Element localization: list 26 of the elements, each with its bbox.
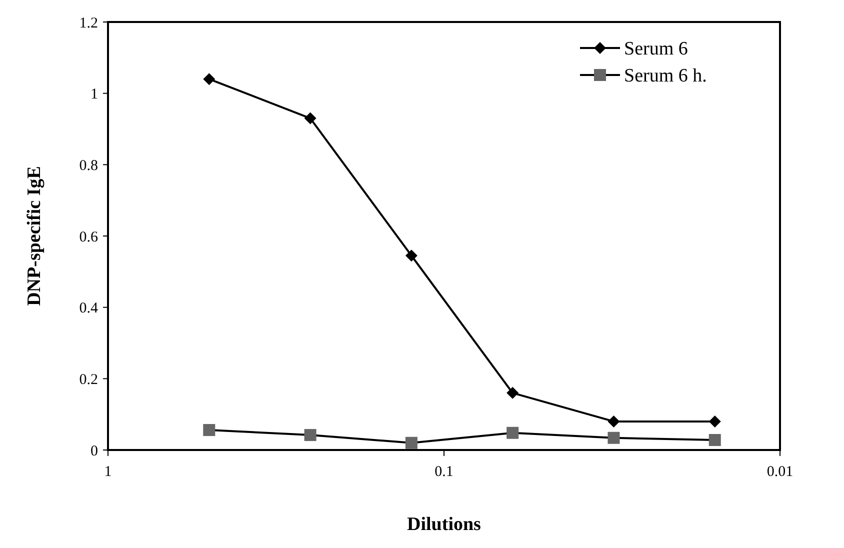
legend-label: Serum 6 bbox=[624, 38, 688, 60]
point bbox=[608, 432, 620, 444]
point bbox=[203, 73, 216, 86]
y-tick-label: 0.4 bbox=[79, 300, 98, 317]
y-tick-label: 1 bbox=[90, 86, 98, 103]
y-tick-label: 0.6 bbox=[79, 229, 98, 246]
y-tick-label: 0 bbox=[90, 443, 98, 460]
point bbox=[708, 434, 721, 446]
x-tick-label: 0.01 bbox=[766, 464, 794, 480]
x-tick-label: 1 bbox=[104, 464, 112, 480]
point bbox=[304, 429, 316, 442]
point bbox=[608, 415, 620, 428]
point bbox=[405, 250, 418, 262]
x-tick-label: 0.1 bbox=[434, 464, 454, 480]
y-tick-label: 0.8 bbox=[79, 158, 98, 174]
legend-label: Serum 6 h. bbox=[624, 66, 707, 87]
point bbox=[405, 436, 418, 449]
point bbox=[708, 415, 721, 428]
y-tick-label: 1.2 bbox=[79, 15, 98, 32]
point bbox=[203, 424, 216, 436]
point bbox=[506, 426, 519, 439]
y-tick-label: 0.2 bbox=[79, 372, 98, 388]
point bbox=[506, 386, 519, 399]
y-axis-title: DNP-specific IgE bbox=[24, 166, 45, 306]
x-axis-title: Dilutions bbox=[407, 514, 481, 535]
point bbox=[304, 112, 316, 124]
